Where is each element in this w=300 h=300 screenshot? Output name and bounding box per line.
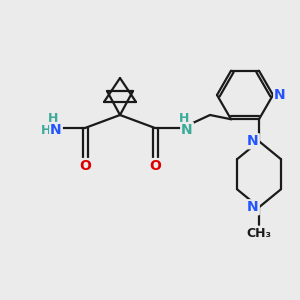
Text: H: H — [179, 112, 189, 124]
Text: H: H — [41, 124, 51, 137]
Text: O: O — [79, 159, 91, 173]
Text: N: N — [274, 88, 286, 102]
Text: O: O — [149, 159, 161, 173]
Text: N: N — [247, 200, 259, 214]
Text: H: H — [48, 112, 58, 124]
Text: N: N — [247, 134, 259, 148]
Text: CH₃: CH₃ — [247, 227, 272, 240]
Text: N: N — [181, 123, 193, 137]
Text: N: N — [50, 123, 62, 137]
